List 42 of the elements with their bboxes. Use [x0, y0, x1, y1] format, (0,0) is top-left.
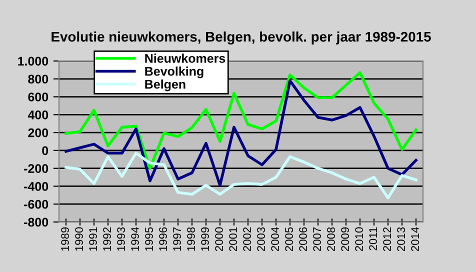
y-tick-label: 600 [28, 92, 48, 102]
y-tick-label: -600 [24, 200, 48, 209]
legend-label: Bevolking [145, 66, 204, 78]
x-tick-label: 2000 [215, 227, 223, 252]
x-tick-label: 1999 [201, 227, 209, 251]
line-series [64, 152, 418, 200]
x-tick-label: 2014 [411, 227, 419, 252]
x-tick-label: 2013 [397, 227, 405, 252]
y-tick-label: 400 [28, 110, 48, 120]
x-tick-label: 1991 [89, 227, 97, 251]
x-tick-label: 1994 [131, 227, 139, 251]
y-tick-label: 1.000 [18, 56, 48, 66]
x-tick-label: 2011 [369, 227, 377, 250]
x-tick-label: 2010 [355, 227, 363, 252]
x-tick-label: 1997 [173, 227, 181, 251]
x-tick-label: 2003 [257, 227, 265, 252]
x-tick-label: 2009 [341, 227, 349, 252]
x-tick-label: 2012 [383, 227, 391, 252]
x-tick-label: 1990 [75, 227, 83, 251]
x-tick-label: 2006 [299, 227, 307, 252]
x-tick-label: 1993 [117, 227, 125, 251]
y-tick-label: 800 [28, 74, 48, 84]
y-tick-label: 0 [42, 146, 48, 156]
x-tick-label: 1992 [103, 227, 111, 251]
legend-label: Belgen [145, 80, 186, 92]
x-tick-label: 2004 [271, 227, 279, 252]
x-tick-label: 2008 [327, 227, 335, 252]
x-tick-label: 1995 [145, 227, 153, 251]
legend-label: Nieuwkomers [145, 54, 226, 63]
x-tick-label: 2007 [313, 227, 321, 252]
x-tick-label: 1996 [159, 227, 167, 251]
y-tick-label: 200 [28, 128, 48, 138]
y-tick-label: -800 [24, 218, 48, 227]
y-tick-label: -400 [24, 182, 48, 191]
x-tick-label: 2002 [243, 227, 251, 252]
x-tick-label: 2001 [229, 227, 237, 252]
x-tick-label: 1989 [61, 227, 69, 251]
y-tick-label: -200 [24, 164, 48, 173]
chart-title: Evolutie nieuwkomers, Belgen, bevolk. per jaar 1989-2015 [52, 31, 431, 44]
x-tick-label: 1998 [187, 227, 195, 251]
x-tick-label: 2005 [285, 227, 293, 252]
line-series [64, 79, 418, 187]
